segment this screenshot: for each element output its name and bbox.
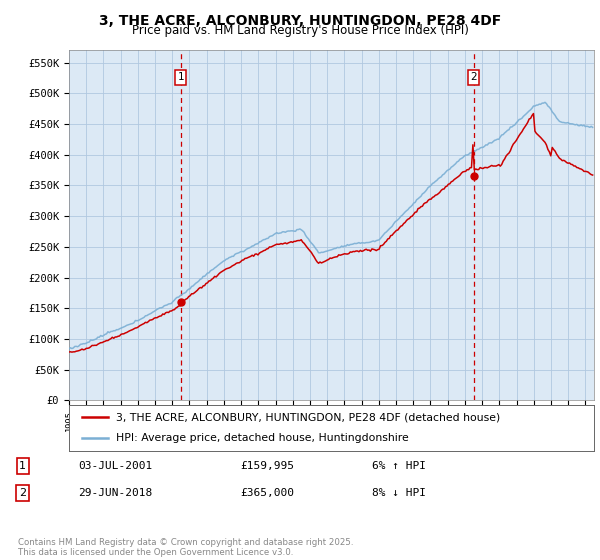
Text: 1: 1: [178, 72, 184, 82]
Text: 29-JUN-2018: 29-JUN-2018: [78, 488, 152, 498]
Text: 2: 2: [19, 488, 26, 498]
Text: 6% ↑ HPI: 6% ↑ HPI: [372, 461, 426, 471]
Text: 2: 2: [470, 72, 477, 82]
Text: Price paid vs. HM Land Registry's House Price Index (HPI): Price paid vs. HM Land Registry's House …: [131, 24, 469, 37]
Text: Contains HM Land Registry data © Crown copyright and database right 2025.
This d: Contains HM Land Registry data © Crown c…: [18, 538, 353, 557]
Text: 1: 1: [19, 461, 26, 471]
Text: 3, THE ACRE, ALCONBURY, HUNTINGDON, PE28 4DF: 3, THE ACRE, ALCONBURY, HUNTINGDON, PE28…: [99, 14, 501, 28]
Text: £159,995: £159,995: [240, 461, 294, 471]
Text: 8% ↓ HPI: 8% ↓ HPI: [372, 488, 426, 498]
Text: 03-JUL-2001: 03-JUL-2001: [78, 461, 152, 471]
Text: £365,000: £365,000: [240, 488, 294, 498]
Text: 3, THE ACRE, ALCONBURY, HUNTINGDON, PE28 4DF (detached house): 3, THE ACRE, ALCONBURY, HUNTINGDON, PE28…: [116, 412, 500, 422]
Text: HPI: Average price, detached house, Huntingdonshire: HPI: Average price, detached house, Hunt…: [116, 433, 409, 444]
